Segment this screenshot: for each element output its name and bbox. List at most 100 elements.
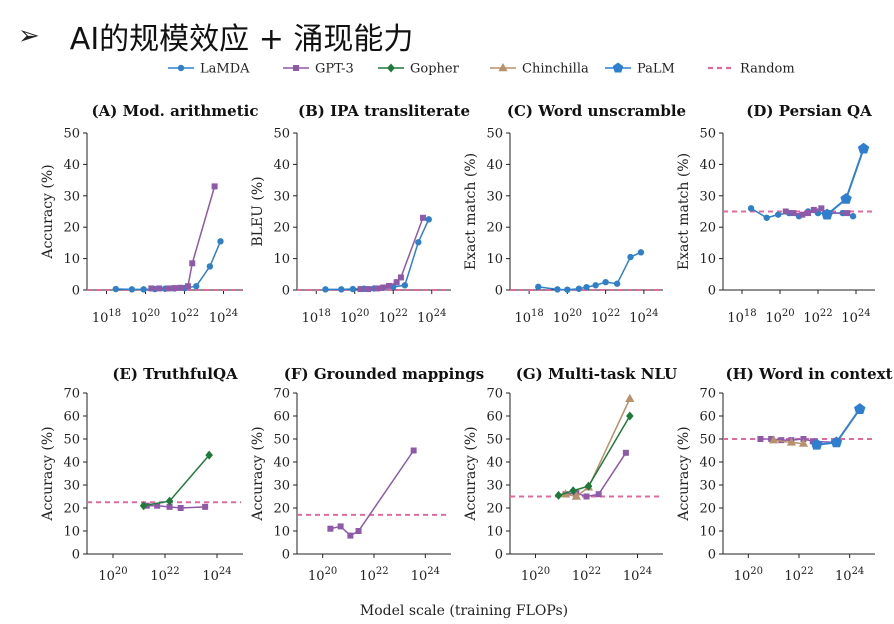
y-tick-label: 30 [63,479,80,494]
data-point-chinchilla [786,437,796,446]
y-tick-label: 20 [273,502,290,517]
y-tick-label: 50 [273,127,290,142]
y-axis-label: Accuracy (%) [40,426,56,521]
y-tick-label: 20 [63,221,80,236]
legend-marker-gopher [387,63,395,73]
x-tick-label: 1024 [411,566,440,584]
data-point-chinchilla [625,393,635,402]
data-point-gpt-3 [189,260,196,267]
y-tick-label: 20 [486,221,503,236]
x-tick-label: 1022 [803,308,832,326]
data-point-lamda [554,286,561,293]
x-tick-label: 1020 [98,566,127,584]
legend-marker-palm [612,62,624,73]
data-point-lamda [747,205,755,212]
panel-title: (E) TruthfulQA [112,365,238,383]
panel-title: (D) Persian QA [746,102,872,120]
y-tick-label: 50 [63,433,80,448]
data-point-gpt-3 [357,286,364,293]
data-point-gpt-3 [799,211,806,218]
y-tick-label: 20 [699,502,716,517]
data-point-lamda [128,286,136,293]
data-point-lamda [774,211,782,218]
y-tick-label: 0 [72,548,80,563]
panel-title: (H) Word in context [725,365,892,383]
y-tick-label: 0 [708,284,716,299]
series-line-lamda [115,241,222,291]
x-tick-label: 1022 [359,566,388,584]
data-point-palm [840,192,852,204]
y-tick-label: 0 [495,548,503,563]
data-point-lamda [401,282,409,289]
y-tick-label: 0 [282,548,290,563]
x-tick-label: 1022 [591,308,620,326]
y-tick-label: 10 [699,252,716,267]
y-tick-label: 30 [273,189,290,204]
x-tick-label: 1018 [514,308,543,326]
data-point-lamda [627,253,634,261]
data-point-gpt-3 [177,284,184,291]
series-gpt-3 [357,214,426,293]
data-point-gpt-3 [757,436,764,442]
legend-label-chinchilla: Chinchilla [522,62,589,77]
data-point-lamda [415,239,422,246]
data-point-gpt-3 [595,491,602,498]
y-tick-label: 30 [699,479,716,494]
series-lamda [322,216,432,293]
data-point-lamda [602,278,609,286]
data-point-gopher [584,481,593,491]
data-point-gpt-3 [154,502,161,509]
x-tick-label: 1020 [553,308,582,326]
panel-title: (B) IPA transliterate [298,102,470,120]
data-point-gpt-3 [768,436,775,442]
data-point-lamda [763,214,770,221]
slide-title: ➢ AI的规模效应 + 涌现能力 [18,14,413,58]
y-tick-label: 60 [486,410,503,425]
data-point-gpt-3 [380,284,387,291]
x-tick-label: 1022 [379,308,408,326]
data-point-gpt-3 [818,205,825,212]
data-point-lamda [583,283,590,291]
series-line-gopher [558,415,631,497]
data-point-lamda [206,263,214,270]
data-point-gpt-3 [810,206,817,213]
series-palm [821,142,870,220]
legend-label-palm: PaLM [637,62,675,77]
data-point-gpt-3 [393,279,400,286]
data-point-palm [854,403,866,414]
x-tick-label: 1024 [202,566,231,584]
data-point-gpt-3 [365,286,372,293]
arrow-bullet-icon: ➢ [18,21,40,51]
data-point-gpt-3 [622,449,629,456]
data-point-gpt-3 [583,493,590,500]
data-point-gpt-3 [355,528,362,534]
y-tick-label: 30 [486,479,503,494]
data-point-gpt-3 [778,437,785,444]
y-axis-label: Accuracy (%) [250,426,266,521]
data-point-chinchilla [571,491,581,500]
x-tick-label: 1024 [835,566,864,584]
data-point-palm [830,436,843,448]
series-gpt-3 [327,447,417,539]
y-tick-label: 50 [699,433,716,448]
panel-title: (C) Word unscramble [507,102,686,120]
data-point-lamda [112,285,120,293]
data-point-gpt-3 [171,285,178,292]
x-tick-label: 1022 [572,566,601,584]
y-tick-label: 40 [63,456,80,471]
y-tick-label: 60 [273,410,290,425]
legend-marker-chinchilla [498,63,508,72]
y-axis-label: Exact match (%) [676,153,692,270]
series-line-chinchilla [565,398,631,498]
data-point-lamda [322,286,329,293]
y-tick-label: 0 [282,284,290,299]
x-tick-label: 1024 [841,308,870,326]
series-line-lamda [538,251,642,291]
data-point-lamda [849,213,857,220]
x-tick-label: 1024 [417,308,446,326]
y-tick-label: 20 [63,502,80,517]
data-point-gpt-3 [148,285,155,292]
